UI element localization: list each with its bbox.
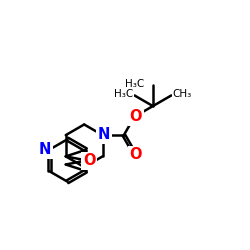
Text: N: N	[98, 127, 110, 142]
Text: O: O	[130, 147, 142, 162]
Text: O: O	[83, 154, 95, 168]
Text: O: O	[130, 109, 142, 124]
Text: H₃C: H₃C	[125, 78, 144, 88]
Text: CH₃: CH₃	[172, 89, 192, 99]
Text: H₃C: H₃C	[114, 89, 133, 99]
Text: N: N	[38, 142, 51, 157]
